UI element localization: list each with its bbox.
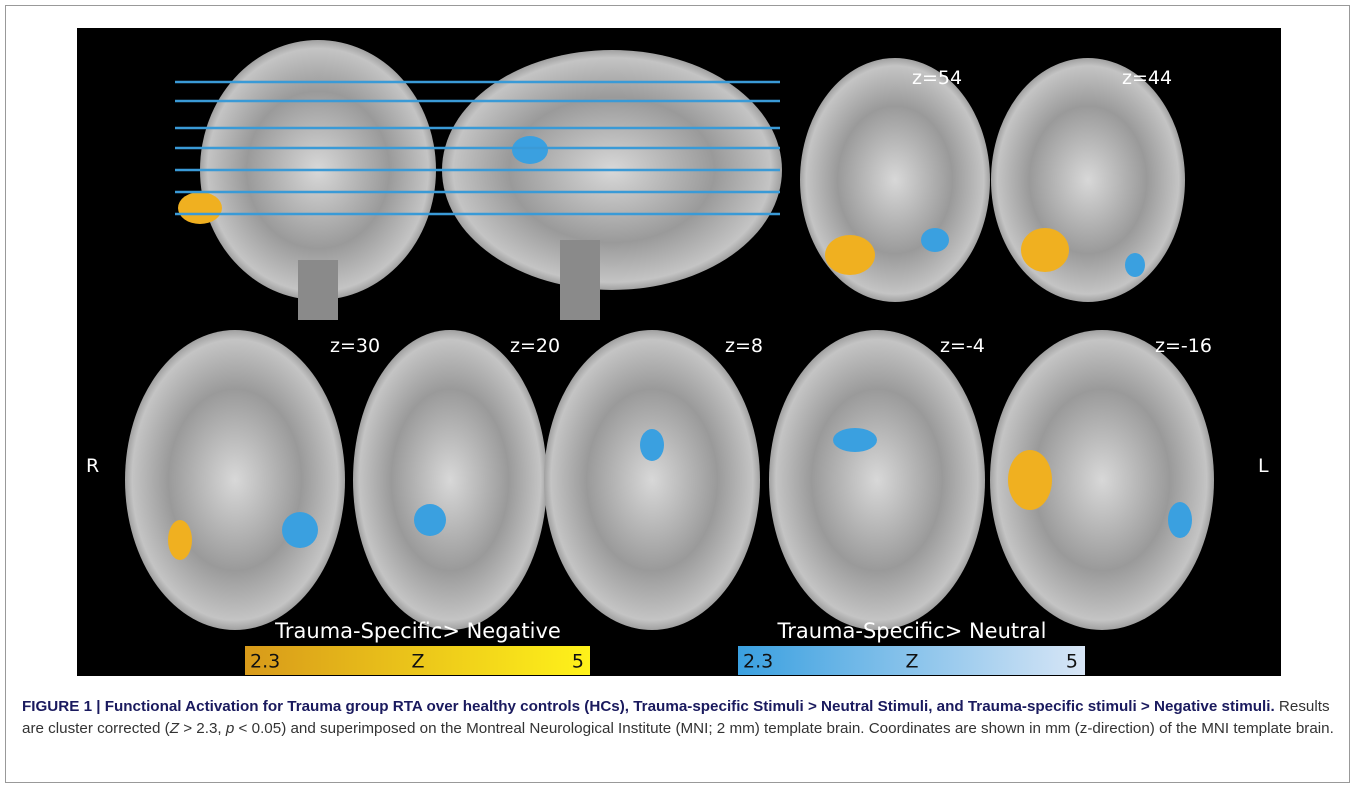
cluster: [168, 520, 192, 560]
colorbar-axis: Z: [411, 651, 424, 673]
colorbar-title: Trauma-Specific> Neutral: [777, 619, 1047, 643]
cluster: [178, 192, 222, 224]
axial-slice: [800, 58, 990, 302]
figure-caption: FIGURE 1 | Functional Activation for Tra…: [22, 696, 1337, 740]
slice-label: z=54: [912, 67, 962, 89]
cluster: [1168, 502, 1192, 538]
side-label: R: [86, 455, 99, 477]
cluster: [833, 428, 877, 452]
brainstem: [298, 260, 338, 320]
axial-slice: [353, 330, 547, 630]
slice-label: z=8: [725, 335, 763, 357]
cluster: [414, 504, 446, 536]
colorbar-max: 5: [1066, 651, 1078, 673]
cluster: [282, 512, 318, 548]
cluster: [1125, 253, 1145, 277]
colorbar-axis: Z: [905, 651, 918, 673]
axial-slice: [544, 330, 760, 630]
caption-text: Z: [170, 720, 179, 737]
slice-label: z=30: [330, 335, 380, 357]
caption-text: < 0.05) and superimposed on the Montreal…: [234, 720, 1333, 737]
caption-text: > 2.3,: [179, 720, 226, 737]
colorbar-min: 2.3: [250, 651, 280, 673]
slice-label: z=44: [1122, 67, 1172, 89]
slice-label: z=20: [510, 335, 560, 357]
figure-image: z=54 z=44 z=30 z=20 z=8 z=-4 z=-16 R L T…: [0, 0, 1357, 791]
caption-title: FIGURE 1 | Functional Activation for Tra…: [22, 698, 1275, 715]
side-label: L: [1258, 455, 1269, 477]
cluster: [640, 429, 664, 461]
axial-slice: [125, 330, 345, 630]
cluster: [1021, 228, 1069, 272]
slice-label: z=-16: [1155, 335, 1212, 357]
cluster: [921, 228, 949, 252]
brainstem: [560, 240, 600, 320]
cluster: [512, 136, 548, 164]
cluster: [825, 235, 875, 275]
colorbar-title: Trauma-Specific> Negative: [274, 619, 561, 643]
cluster: [1008, 450, 1052, 510]
axial-slice: [991, 58, 1185, 302]
colorbar-min: 2.3: [743, 651, 773, 673]
axial-slice: [769, 330, 985, 630]
colorbar-max: 5: [572, 651, 584, 673]
slice-label: z=-4: [940, 335, 985, 357]
page: z=54 z=44 z=30 z=20 z=8 z=-4 z=-16 R L T…: [0, 0, 1357, 791]
